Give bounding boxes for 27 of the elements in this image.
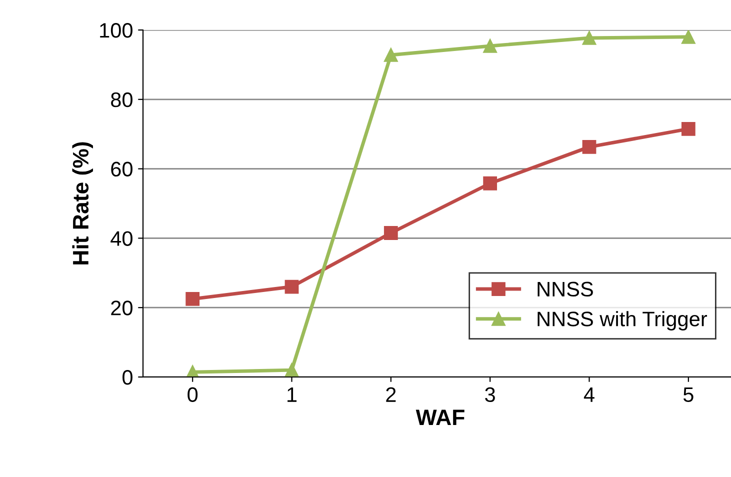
x-tick-label: 4 <box>584 387 594 402</box>
y-axis-title: Hit Rate (%) <box>72 142 93 264</box>
y-tick-label: 40 <box>110 231 132 246</box>
y-tick-label: 20 <box>111 300 132 316</box>
legend-label: NNSS with Trigger <box>538 311 708 330</box>
y-tick-label: 60 <box>111 162 132 177</box>
point <box>384 226 398 240</box>
point <box>582 31 596 45</box>
x-tick-label: 3 <box>485 387 495 402</box>
point <box>681 30 696 44</box>
point <box>681 122 696 136</box>
point <box>582 140 596 154</box>
x-axis-title: WAF <box>416 410 464 426</box>
y-tick-label: 100 <box>100 23 132 38</box>
x-tick-label: 5 <box>683 387 694 402</box>
x-tick-label: 2 <box>386 387 396 402</box>
x-tick-label: 0 <box>188 387 198 402</box>
y-tick-label: 80 <box>111 92 132 108</box>
point <box>284 363 299 377</box>
legend-label: NNSS <box>538 282 593 297</box>
point <box>483 39 498 53</box>
point <box>483 176 498 190</box>
x-tick-label: 1 <box>288 387 297 402</box>
point <box>186 292 200 306</box>
point <box>384 48 398 62</box>
y-tick-label: 0 <box>122 370 132 385</box>
point <box>284 280 299 294</box>
